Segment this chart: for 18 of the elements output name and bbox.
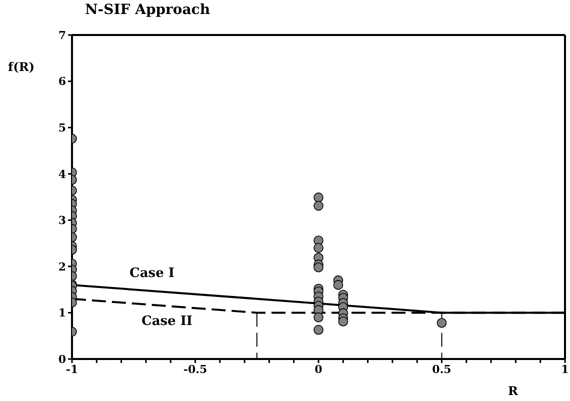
x-tick-label: -1 xyxy=(66,362,78,376)
y-tick-label: 1 xyxy=(58,306,66,320)
x-tick-label: 1 xyxy=(561,362,569,376)
x-tick-label: 0 xyxy=(314,362,323,376)
chart-title: N-SIF Approach xyxy=(85,2,210,18)
y-tick-label: 2 xyxy=(58,260,66,274)
series-label: Case II xyxy=(141,314,193,329)
series-label: Case I xyxy=(130,266,174,281)
y-tick-label: 6 xyxy=(58,75,66,88)
y-tick-label: 5 xyxy=(58,121,66,134)
x-tick-label: -0.5 xyxy=(183,362,208,376)
y-axis-title: f(R) xyxy=(8,60,34,74)
x-axis-title: R xyxy=(508,384,518,398)
y-tick-label: 4 xyxy=(58,168,66,181)
y-tick-label: 0 xyxy=(58,352,66,366)
y-tick-label: 7 xyxy=(58,28,66,42)
y-tick-label: 3 xyxy=(58,214,66,228)
x-tick-label: 0.5 xyxy=(432,362,452,376)
